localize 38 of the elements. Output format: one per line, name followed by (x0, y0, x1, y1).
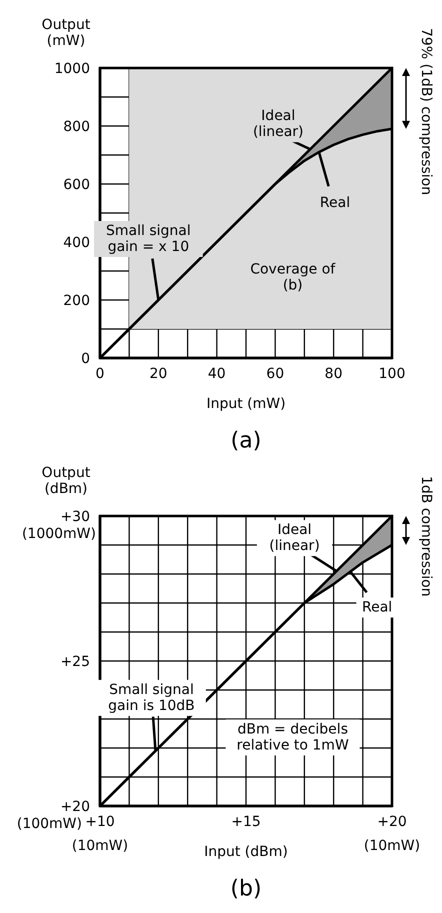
text: (1000mW) (22, 526, 96, 542)
y-tick-label: 200 (63, 292, 90, 309)
annotation: Small signal gain = x 10 (106, 222, 191, 255)
y-tick-label: +25 (60, 654, 90, 670)
text: (10mW) (364, 838, 420, 854)
y-tick-label: 1000 (54, 60, 90, 77)
text: (10mW) (72, 838, 128, 854)
x-tick-label: 80 (324, 366, 343, 382)
text: (a) (230, 428, 262, 454)
text: (b) (230, 876, 262, 902)
annotation: Coverage of (b) (250, 262, 336, 294)
annotation: Real (320, 195, 350, 211)
y-tick-label: 400 (63, 234, 90, 251)
x-tick-label: +15 (231, 814, 261, 830)
annotation: dBm = decibels relative to 1mW (236, 721, 349, 754)
x-tick-label: 100 (378, 366, 406, 382)
y-tick-label: +30 (60, 508, 90, 525)
annotation: Ideal (linear) (252, 108, 304, 140)
annotation: Ideal (linear) (269, 522, 320, 554)
x-tick-label: 0 (96, 366, 104, 382)
y-tick-label: +20 (60, 798, 90, 815)
annotation: Real (362, 599, 392, 616)
x-axis-title: Input (dBm) (204, 844, 288, 860)
y-tick-label: 600 (63, 176, 90, 193)
text: 1dB compression (418, 476, 434, 597)
y-axis-title: Output (mW) (42, 16, 91, 49)
x-tick-label: 40 (208, 366, 226, 382)
x-tick-label: +20 (377, 814, 407, 830)
x-tick-label: 60 (266, 366, 284, 382)
text: 79% (1dB) compression (418, 28, 434, 196)
y-tick-label: 800 (63, 118, 90, 135)
x-tick-label: 20 (149, 366, 168, 382)
x-axis-title: Input (mW) (206, 396, 286, 412)
y-tick-label: 0 (81, 350, 90, 367)
text: (100mW) (16, 816, 82, 832)
annotation: Small signal gain is 10dB (108, 682, 195, 714)
y-axis-title: Output (dBm) (42, 464, 91, 497)
x-tick-label: +10 (85, 814, 115, 830)
